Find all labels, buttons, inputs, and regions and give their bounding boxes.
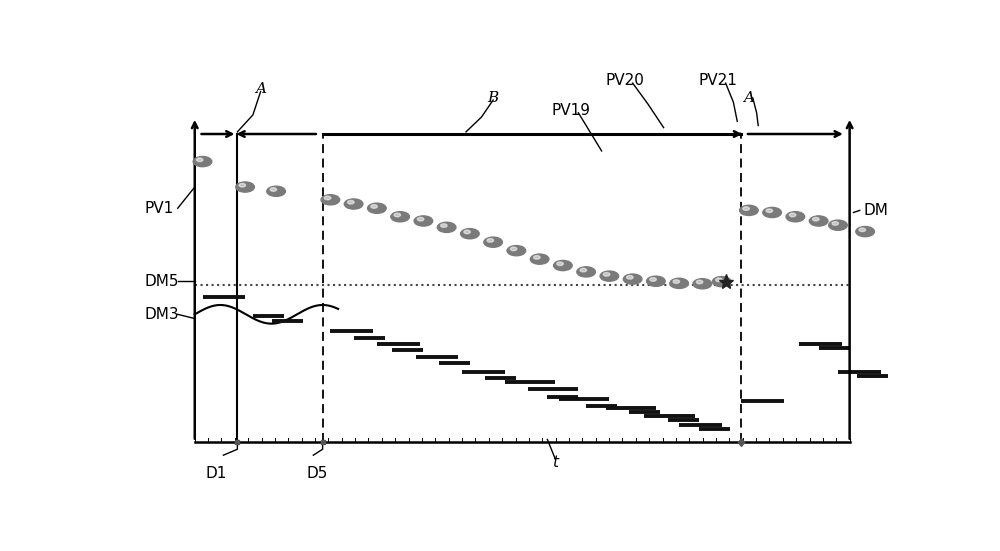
Circle shape	[368, 203, 386, 213]
Circle shape	[193, 156, 212, 166]
Circle shape	[267, 186, 285, 196]
Circle shape	[716, 278, 722, 282]
Text: D1: D1	[206, 466, 227, 481]
Circle shape	[414, 216, 433, 226]
Circle shape	[321, 195, 340, 205]
Text: A: A	[255, 83, 266, 96]
Circle shape	[324, 196, 331, 200]
Circle shape	[766, 209, 773, 213]
Circle shape	[557, 262, 563, 266]
Circle shape	[859, 228, 866, 231]
Circle shape	[577, 267, 595, 277]
Circle shape	[829, 220, 847, 230]
Circle shape	[417, 218, 424, 221]
Circle shape	[348, 201, 354, 204]
Circle shape	[696, 280, 703, 284]
Text: PV20: PV20	[605, 73, 644, 89]
Circle shape	[344, 199, 363, 209]
Circle shape	[670, 278, 688, 288]
Circle shape	[712, 277, 731, 287]
Circle shape	[580, 268, 587, 272]
Circle shape	[554, 261, 572, 271]
Circle shape	[740, 206, 758, 215]
Text: B: B	[488, 91, 499, 105]
Circle shape	[809, 216, 828, 226]
Circle shape	[832, 222, 838, 225]
Text: A: A	[743, 91, 754, 105]
Circle shape	[693, 279, 712, 289]
Circle shape	[530, 254, 549, 264]
Circle shape	[510, 247, 517, 251]
Circle shape	[371, 204, 377, 208]
Circle shape	[534, 256, 540, 259]
Circle shape	[647, 276, 665, 287]
Text: DM3: DM3	[144, 307, 179, 322]
Circle shape	[789, 213, 796, 217]
Circle shape	[627, 276, 633, 279]
Text: DM5: DM5	[144, 274, 179, 289]
Circle shape	[673, 280, 680, 283]
Circle shape	[464, 230, 470, 234]
Circle shape	[196, 158, 203, 161]
Circle shape	[391, 212, 409, 222]
Circle shape	[786, 212, 805, 222]
Circle shape	[743, 207, 749, 210]
Circle shape	[856, 226, 874, 237]
Circle shape	[437, 222, 456, 233]
Circle shape	[270, 188, 277, 191]
Circle shape	[487, 239, 494, 242]
Circle shape	[623, 274, 642, 284]
Circle shape	[239, 183, 246, 187]
Text: PV21: PV21	[698, 73, 737, 89]
Circle shape	[484, 237, 502, 247]
Text: PV1: PV1	[144, 201, 174, 216]
Circle shape	[394, 213, 401, 217]
Text: DM: DM	[864, 203, 888, 218]
Circle shape	[507, 246, 526, 256]
Circle shape	[600, 271, 619, 281]
Circle shape	[441, 224, 447, 228]
Circle shape	[236, 182, 254, 192]
Circle shape	[813, 218, 819, 221]
Circle shape	[650, 278, 656, 281]
Text: D5: D5	[307, 466, 328, 481]
Text: PV19: PV19	[551, 103, 590, 118]
Circle shape	[763, 207, 781, 218]
Circle shape	[603, 273, 610, 276]
Text: t: t	[552, 455, 558, 471]
Circle shape	[461, 229, 479, 239]
